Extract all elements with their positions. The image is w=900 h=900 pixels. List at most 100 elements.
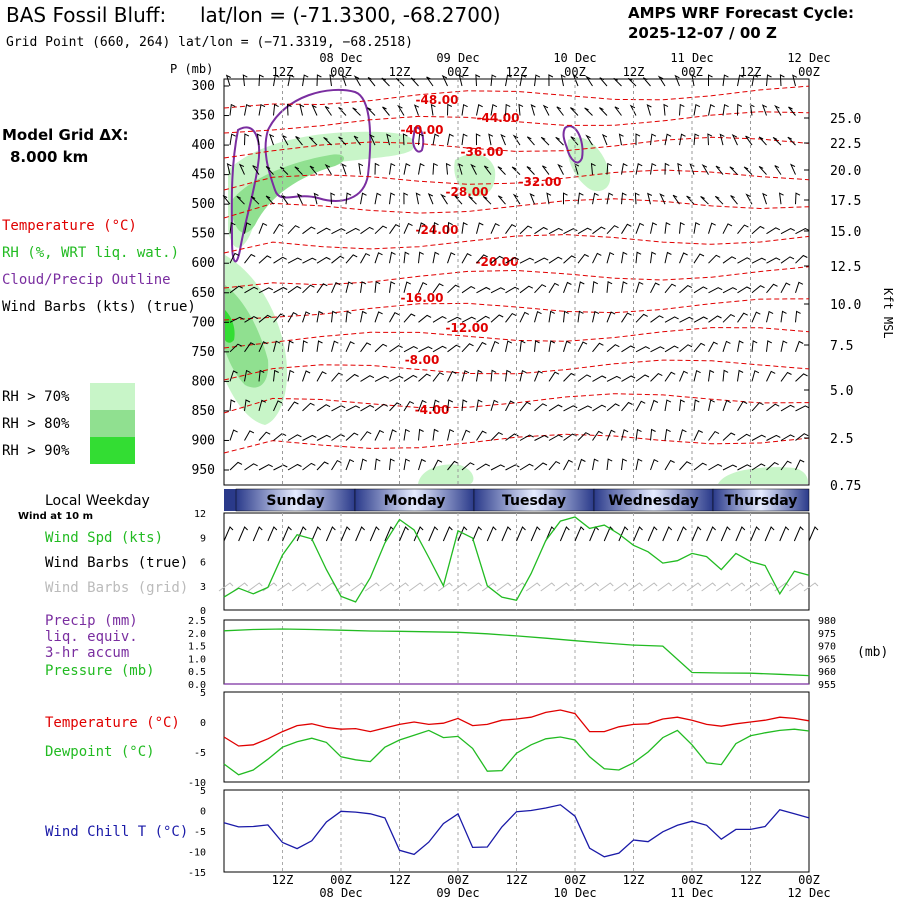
upper-wind-barb [331, 340, 339, 352]
height-axis: 25.0 22.5 20.0 17.5 15.0 12.5 10.0 7.5 5.0 2.5 0.7… [804, 112, 861, 494]
upper-wind-barb [664, 133, 672, 146]
wind-barb-true [516, 526, 526, 542]
upper-wind-barb [461, 462, 475, 471]
upper-wind-barb [621, 281, 628, 293]
upper-wind-barb [664, 345, 679, 353]
wind-barb-true [413, 526, 424, 542]
rh80-label: RH > 80% [2, 416, 70, 432]
upper-wind-barb [358, 162, 364, 175]
legend-rh: RH (%, WRT liq. wat.) [2, 245, 179, 261]
bottom-time-label: 00Z [798, 873, 820, 887]
top-time-label: 00Z [564, 65, 586, 79]
upper-wind-barb [577, 405, 593, 412]
upper-wind-barb [222, 195, 231, 205]
upper-wind-barb [273, 256, 287, 264]
wind-barb-grid [789, 582, 804, 592]
upper-wind-barb [258, 431, 271, 441]
upper-wind-barb [476, 463, 491, 471]
upper-wind-barb [766, 310, 774, 323]
upper-wind-barb [447, 221, 453, 234]
bottom-time-label: 00Z [681, 873, 703, 887]
upper-wind-barb [470, 163, 477, 175]
upper-wind-barb [745, 135, 753, 146]
upper-wind-barb [563, 281, 572, 293]
rh90-label: RH > 90% [2, 443, 70, 459]
y-tick-label: 965 [818, 654, 836, 665]
wind-barb-true [691, 526, 702, 542]
upper-wind-barb [758, 165, 767, 175]
upper-wind-barb [461, 429, 471, 441]
upper-wind-barb [613, 77, 622, 87]
upper-wind-barb [389, 312, 400, 323]
upper-wind-barb [374, 225, 388, 235]
upper-wind-barb [606, 429, 616, 441]
upper-wind-barb [729, 166, 738, 175]
rh70-label: RH > 70% [2, 389, 70, 405]
y-tick-label: 1.5 [188, 642, 206, 653]
temperature-contour-label: -12.00 [446, 321, 489, 335]
upper-wind-barb [389, 281, 396, 293]
upper-wind-barb [341, 74, 347, 87]
upper-wind-barb [751, 370, 760, 382]
upper-wind-barb [490, 399, 499, 412]
wind-barb-grid [715, 582, 731, 592]
upper-wind-barb [490, 287, 506, 294]
upper-wind-barb [302, 402, 315, 412]
wind-barb-true [808, 526, 819, 542]
upper-wind-barb [519, 311, 530, 323]
upper-wind-barb [324, 163, 332, 175]
wind-barb-true [428, 526, 439, 542]
upper-wind-barb [693, 253, 705, 264]
temperature-contour [223, 111, 810, 134]
upper-wind-barb [316, 310, 324, 323]
rh-shading [225, 131, 808, 484]
upper-wind-barb [577, 458, 586, 471]
upper-wind-barb [447, 399, 454, 411]
upper-wind-barb [345, 459, 355, 471]
upper-wind-barb [360, 226, 374, 235]
upper-wind-barb [381, 77, 390, 87]
upper-wind-barb [679, 429, 687, 441]
upper-wind-barb [374, 162, 380, 175]
upper-wind-barb [311, 104, 318, 116]
dewpoint-legend: Dewpoint (°C) [45, 744, 155, 760]
upper-wind-barb [731, 134, 738, 146]
upper-wind-barb [302, 370, 311, 382]
upper-wind-barb [664, 283, 677, 294]
height-tick-label: 12.5 [830, 260, 861, 275]
upper-wind-barb [476, 254, 488, 264]
wind-barb-grid [672, 582, 687, 592]
upper-wind-barb [563, 459, 573, 471]
upper-wind-barb [577, 432, 591, 441]
weekday-band: Sunday Monday Tuesday Wednesday Thursday [224, 488, 810, 512]
temperature-contour [223, 85, 810, 109]
upper-wind-barb [345, 373, 359, 382]
upper-wind-barb [693, 222, 701, 234]
wind-barb-true [647, 526, 658, 542]
upper-wind-barb [629, 104, 637, 116]
upper-wind-barb [606, 458, 613, 471]
height-tick-label: 25.0 [830, 112, 861, 127]
pressure-tick-label: 450 [192, 168, 215, 183]
y-tick-label: 6 [200, 558, 206, 569]
upper-wind-barb [693, 342, 706, 353]
pressure-tick-label: 600 [192, 256, 215, 271]
wind-barb-true [472, 526, 482, 542]
wind-barb-grid [291, 582, 307, 592]
upper-wind-barb [519, 463, 534, 471]
wind-barb-grid [379, 582, 395, 592]
bottom-time-label: 12Z [740, 873, 762, 887]
bottom-date-label: 11 Dec [670, 886, 713, 900]
wind-barb-true [238, 526, 248, 542]
bottom-time-label: 12Z [389, 873, 411, 887]
upper-wind-barb [548, 227, 563, 235]
upper-wind-barb [606, 403, 620, 412]
upper-wind-barb [635, 281, 644, 293]
upper-wind-barb [606, 375, 622, 382]
upper-wind-barb [795, 192, 801, 205]
pressure-tick-label: 850 [192, 404, 215, 419]
upper-wind-barb [530, 104, 536, 116]
temperature-contour-label: -44.00 [477, 111, 520, 125]
upper-wind-barb [374, 311, 383, 323]
